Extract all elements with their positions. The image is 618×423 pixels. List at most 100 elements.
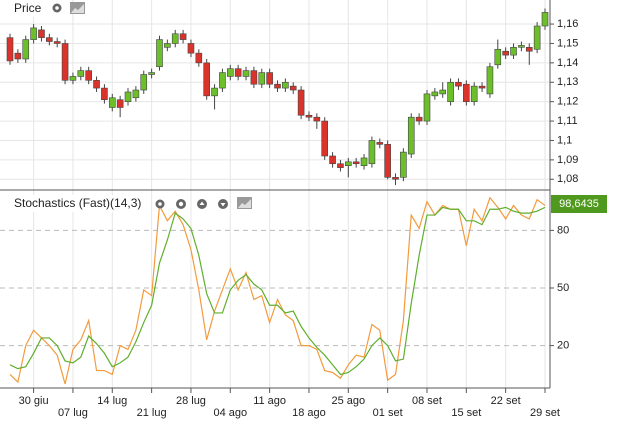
candle-body	[219, 72, 226, 89]
y-tick-label: 80	[557, 224, 569, 236]
x-tick-label: 28 lug	[176, 395, 206, 407]
candle-body	[518, 45, 525, 48]
indicator-title: Stochastics (Fast)(14,3)	[14, 196, 141, 210]
y-tick-label: 1,08	[557, 173, 578, 185]
candle-body	[187, 43, 195, 54]
y-tick-label: 1,15	[557, 37, 578, 49]
x-tick-label: 21 lug	[137, 407, 167, 419]
candle-body	[46, 37, 53, 42]
candle-body	[494, 48, 502, 66]
candle-body	[203, 62, 210, 97]
close-icon[interactable]	[176, 199, 186, 209]
candle-body	[486, 66, 494, 95]
candle-body	[274, 83, 281, 89]
chart-type-icon[interactable]	[237, 197, 252, 209]
candle-body	[22, 39, 30, 60]
y-tick-label: 50	[557, 282, 569, 294]
candle-body	[234, 68, 242, 77]
candle-body	[297, 89, 305, 116]
title-bg	[0, 0, 46, 17]
y-tick-label: 1,11	[557, 115, 578, 127]
x-tick-label: 18 ago	[292, 407, 326, 419]
title-bg	[10, 195, 148, 212]
candle-body	[447, 81, 454, 102]
candle-body	[164, 43, 171, 48]
x-tick-label: 14 lug	[97, 395, 127, 407]
settings-icon[interactable]	[155, 199, 165, 209]
candle-body	[329, 155, 336, 165]
candle-body	[69, 76, 77, 81]
candle-body	[415, 116, 423, 122]
candle-body	[30, 27, 37, 40]
candle-body	[431, 91, 439, 97]
candle-body	[282, 81, 289, 89]
candle-body	[455, 81, 462, 87]
candle-body	[305, 114, 313, 118]
candle-body	[541, 12, 549, 27]
candle-body	[258, 72, 266, 85]
candle-body	[38, 29, 45, 38]
y-tick-label: 1,1	[557, 134, 572, 146]
move-up-icon[interactable]	[197, 199, 207, 209]
candle-body	[463, 83, 470, 102]
candle-body	[132, 89, 140, 99]
candle-body	[6, 37, 14, 62]
candle-body	[525, 47, 533, 52]
candle-body	[337, 163, 344, 168]
candle-body	[392, 177, 399, 180]
candle-body	[250, 70, 258, 85]
marks-layer	[6, 8, 549, 385]
candle-body	[14, 52, 22, 60]
candle-body	[61, 43, 69, 81]
candle-body	[289, 85, 297, 91]
x-tick-label: 11 ago	[253, 395, 286, 407]
candle-body	[407, 116, 415, 155]
x-tick-label: 29 set	[530, 407, 560, 419]
x-tick-label: 04 ago	[213, 407, 247, 419]
candle-body	[156, 39, 163, 68]
candle-body	[533, 25, 541, 50]
value-badge	[551, 195, 607, 213]
candle-body	[423, 93, 431, 122]
candle-body	[124, 91, 132, 102]
chart-type-icon[interactable]	[70, 2, 85, 14]
y-tick-label: 1,14	[557, 57, 578, 69]
candle-body	[195, 52, 203, 64]
candle-body	[439, 89, 447, 95]
candle-body	[345, 161, 352, 166]
candle-body	[360, 157, 368, 166]
y-tick-label: 1,12	[557, 96, 578, 108]
x-tick-label: 22 set	[491, 395, 521, 407]
candle-body	[93, 80, 100, 89]
move-down-icon[interactable]	[218, 199, 228, 209]
candle-body	[502, 50, 509, 56]
price-title: Price	[14, 1, 42, 15]
candle-body	[321, 120, 329, 157]
y-tick-label: 1,09	[557, 154, 578, 166]
candle-body	[226, 68, 234, 77]
value-badge-text: 98,6435	[559, 198, 599, 210]
candle-body	[266, 72, 273, 85]
x-tick-label: 25 ago	[331, 395, 365, 407]
settings-icon[interactable]	[52, 3, 62, 13]
candle-body	[352, 161, 360, 165]
x-tick-label: 30 giu	[19, 395, 49, 407]
candle-body	[384, 144, 391, 178]
x-tick-label: 15 set	[451, 407, 481, 419]
candle-body	[478, 85, 486, 89]
y-tick-label: 20	[557, 340, 569, 352]
candle-body	[376, 142, 384, 145]
candle-body	[140, 74, 148, 91]
candle-body	[400, 151, 407, 178]
candle-body	[108, 97, 116, 108]
candle-body	[77, 70, 85, 77]
y-tick-label: 1,13	[557, 76, 578, 88]
candle-body	[53, 41, 61, 44]
candle-body	[510, 47, 517, 56]
candle-body	[179, 33, 187, 40]
candle-body	[116, 99, 124, 108]
indicator-line	[9, 206, 546, 376]
candle-body	[148, 72, 155, 75]
candle-body	[171, 33, 179, 44]
